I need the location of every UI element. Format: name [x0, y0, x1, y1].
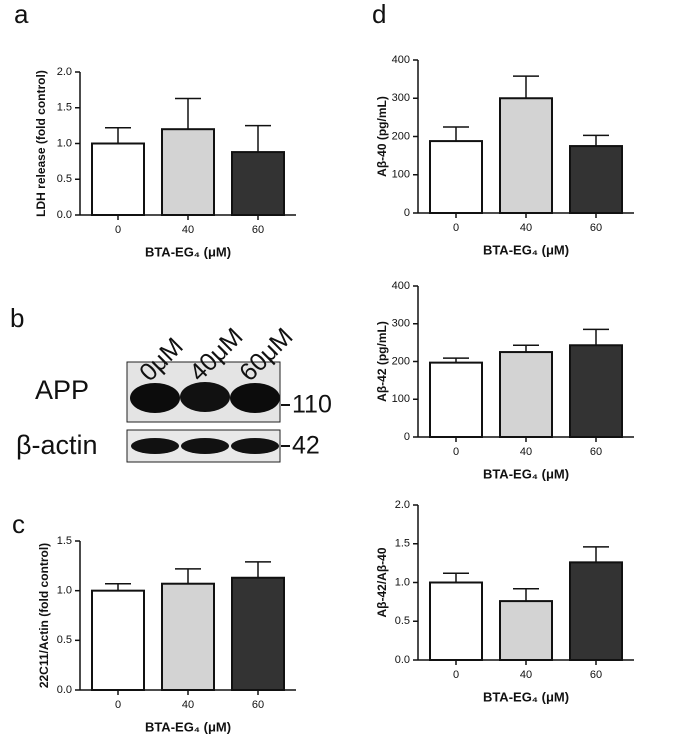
- bar: [91, 589, 145, 692]
- y-tick-label: 0.0: [57, 684, 72, 696]
- bar: [499, 600, 553, 661]
- bar: [161, 128, 215, 216]
- bar: [231, 576, 285, 692]
- bar: [429, 581, 483, 661]
- y-tick-label: 400: [392, 54, 410, 66]
- y-tick-label: 0: [404, 207, 410, 219]
- y-tick-label: 1.0: [57, 585, 72, 597]
- band: [180, 382, 230, 412]
- x-tick-label: 0: [453, 446, 459, 458]
- x-tick-label: 60: [590, 669, 602, 681]
- bar: [569, 561, 623, 661]
- y-tick-label: 0: [404, 431, 410, 443]
- y-tick-label: 1.0: [395, 576, 410, 588]
- y-tick-label: 400: [392, 280, 410, 292]
- panel-label: d: [372, 0, 386, 29]
- x-axis-label: BTA-EG₄ (μM): [483, 242, 569, 257]
- bar: [569, 145, 623, 214]
- bar: [499, 97, 553, 214]
- x-tick-label: 60: [252, 224, 264, 236]
- western-blot: 0μM 40μM 60μM APP β-actin 110 42: [16, 323, 332, 463]
- x-tick-label: 40: [520, 669, 532, 681]
- y-axis-label: Aβ-42 (pg/mL): [375, 321, 389, 402]
- y-tick-label: 2.0: [395, 499, 410, 511]
- x-tick-label: 0: [453, 222, 459, 234]
- x-axis-label: BTA-EG₄ (μM): [483, 689, 569, 704]
- x-axis-label: BTA-EG₄ (μM): [145, 719, 231, 734]
- y-tick-label: 1.5: [395, 538, 410, 550]
- y-tick-label: 0.0: [395, 654, 410, 666]
- x-tick-label: 40: [520, 446, 532, 458]
- bar: [161, 582, 215, 691]
- x-tick-label: 0: [115, 699, 121, 711]
- x-tick-label: 60: [252, 699, 264, 711]
- band: [131, 438, 179, 454]
- band: [231, 438, 279, 454]
- bar: [499, 351, 553, 438]
- x-axis-label: BTA-EG₄ (μM): [145, 244, 231, 259]
- panel-label: a: [14, 0, 29, 29]
- x-tick-label: 60: [590, 446, 602, 458]
- y-tick-label: 0.5: [395, 615, 410, 627]
- y-axis-label: LDH release (fold control): [34, 70, 48, 217]
- marker-label: 42: [292, 432, 320, 460]
- y-axis-label: Aβ-42/Aβ-40: [375, 547, 389, 617]
- bar: [91, 142, 145, 216]
- bar: [429, 140, 483, 214]
- bar: [569, 344, 623, 438]
- y-tick-label: 0.5: [57, 173, 72, 185]
- x-tick-label: 60: [590, 222, 602, 234]
- y-tick-label: 1.5: [57, 535, 72, 547]
- bar: [231, 151, 285, 216]
- y-tick-label: 200: [392, 355, 410, 367]
- y-axis-label: Aβ-40 (pg/mL): [375, 96, 389, 177]
- panel-label: c: [12, 509, 25, 539]
- y-axis-label: 22C11/Actin (fold control): [37, 543, 51, 688]
- marker-label: 110: [292, 391, 332, 419]
- x-tick-label: 0: [453, 669, 459, 681]
- y-tick-label: 100: [392, 169, 410, 181]
- y-tick-label: 300: [392, 318, 410, 330]
- bar: [429, 361, 483, 439]
- y-tick-label: 1.0: [57, 137, 72, 149]
- x-axis-label: BTA-EG₄ (μM): [483, 466, 569, 481]
- y-tick-label: 0.0: [57, 209, 72, 221]
- x-tick-label: 40: [520, 222, 532, 234]
- y-tick-label: 100: [392, 393, 410, 405]
- band: [130, 383, 180, 413]
- y-tick-label: 200: [392, 130, 410, 142]
- y-tick-label: 1.5: [57, 102, 72, 114]
- band: [230, 383, 280, 413]
- band: [181, 438, 229, 454]
- y-tick-label: 300: [392, 92, 410, 104]
- panel-label: b: [10, 303, 24, 333]
- x-tick-label: 0: [115, 224, 121, 236]
- row-label: APP: [35, 375, 89, 405]
- x-tick-label: 40: [182, 699, 194, 711]
- y-tick-label: 2.0: [57, 66, 72, 78]
- y-tick-label: 0.5: [57, 634, 72, 646]
- x-tick-label: 40: [182, 224, 194, 236]
- row-label: β-actin: [16, 430, 98, 460]
